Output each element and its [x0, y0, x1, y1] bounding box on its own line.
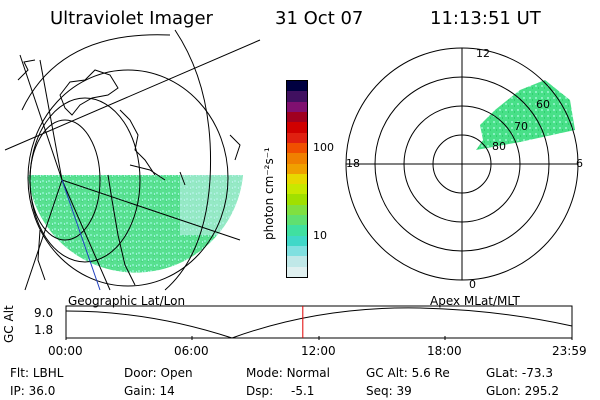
colorbar-band	[287, 153, 307, 164]
door-label: Door:	[124, 366, 157, 380]
glat-label: GLat:	[486, 366, 519, 380]
polar-lat-60: 60	[536, 98, 550, 111]
timeline-ylabel: GC Alt	[2, 305, 16, 343]
left-uv-data	[28, 175, 243, 273]
polar-aurora	[476, 80, 575, 150]
status-gain: Gain: 14	[124, 384, 175, 398]
timeline-ymin: 1.8	[34, 323, 54, 337]
colorbar-band	[287, 184, 307, 195]
colorbar-band	[287, 173, 307, 185]
timeline-ymax: 9.0	[34, 306, 54, 320]
colorbar-band	[287, 246, 307, 257]
status-glon: GLon: 295.2	[486, 384, 559, 398]
colorbar-band	[287, 204, 307, 216]
colorbar-band	[287, 81, 307, 92]
colorbar-unit-label: photon cm⁻²s⁻¹	[262, 147, 276, 240]
gain-value: 14	[159, 384, 175, 398]
instrument-title: Ultraviolet Imager	[50, 8, 213, 29]
status-seq: Seq: 39	[366, 384, 412, 398]
colorbar-band	[287, 101, 307, 112]
timeline-tick-2: 12:00	[301, 344, 336, 358]
colorbar-band	[287, 256, 307, 267]
date-label: 31 Oct 07	[275, 8, 364, 29]
polar-hour-right: 6	[576, 157, 583, 170]
mode-value: Normal	[286, 366, 330, 380]
colorbar-band	[287, 235, 307, 246]
colorbar-band	[287, 111, 307, 123]
flt-label: Flt:	[10, 366, 29, 380]
colorbar-band	[287, 266, 307, 277]
polar-hour-bottom: 0	[469, 278, 476, 291]
status-mode: Mode: Normal	[246, 366, 330, 380]
glon-label: GLon:	[486, 384, 521, 398]
left-map-caption: Geographic Lat/Lon	[68, 294, 186, 308]
colorbar-band	[287, 215, 307, 226]
gcalt-value: 5.6 Re	[411, 366, 450, 380]
dsp-label: Dsp:	[246, 384, 274, 398]
glat-value: -73.3	[521, 366, 553, 380]
colorbar-band	[287, 122, 307, 133]
gcalt-label: GC Alt:	[366, 366, 408, 380]
timeline-tick-0: 00:00	[48, 344, 83, 358]
status-glat: GLat: -73.3	[486, 366, 553, 380]
colorbar-band	[287, 194, 307, 205]
seq-value: 39	[396, 384, 412, 398]
polar-lat-80: 80	[492, 140, 506, 153]
timeline-tick-1: 06:00	[174, 344, 209, 358]
polar-lat-70: 70	[514, 120, 528, 133]
status-door: Door: Open	[124, 366, 193, 380]
status-gcalt: GC Alt: 5.6 Re	[366, 366, 450, 380]
door-value: Open	[160, 366, 193, 380]
colorbar-band	[287, 225, 307, 236]
dsp-value: -5.1	[290, 384, 315, 398]
timeline-tick-4: 23:59	[552, 344, 587, 358]
colorbar	[286, 80, 308, 278]
polar-caption: Apex MLat/MLT	[430, 294, 520, 308]
glon-value: 295.2	[524, 384, 559, 398]
timeline-tick-3: 18:00	[427, 344, 462, 358]
seq-label: Seq:	[366, 384, 393, 398]
colorbar-band	[287, 163, 307, 174]
polar-hour-left: 18	[346, 157, 360, 170]
gain-label: Gain:	[124, 384, 156, 398]
mode-label: Mode:	[246, 366, 283, 380]
ip-value: 36.0	[28, 384, 56, 398]
ip-label: IP:	[10, 384, 25, 398]
colorbar-band	[287, 142, 307, 154]
colorbar-tick-100: 100	[313, 141, 334, 154]
colorbar-band	[287, 132, 307, 143]
colorbar-band	[287, 91, 307, 102]
status-dsp: Dsp: -5.1	[246, 384, 314, 398]
status-flt: Flt: LBHL	[10, 366, 63, 380]
time-label: 11:13:51 UT	[430, 8, 541, 29]
polar-hour-top: 12	[476, 47, 490, 60]
colorbar-tick-10: 10	[313, 229, 327, 242]
flt-value: LBHL	[32, 366, 64, 380]
status-ip: IP: 36.0	[10, 384, 55, 398]
